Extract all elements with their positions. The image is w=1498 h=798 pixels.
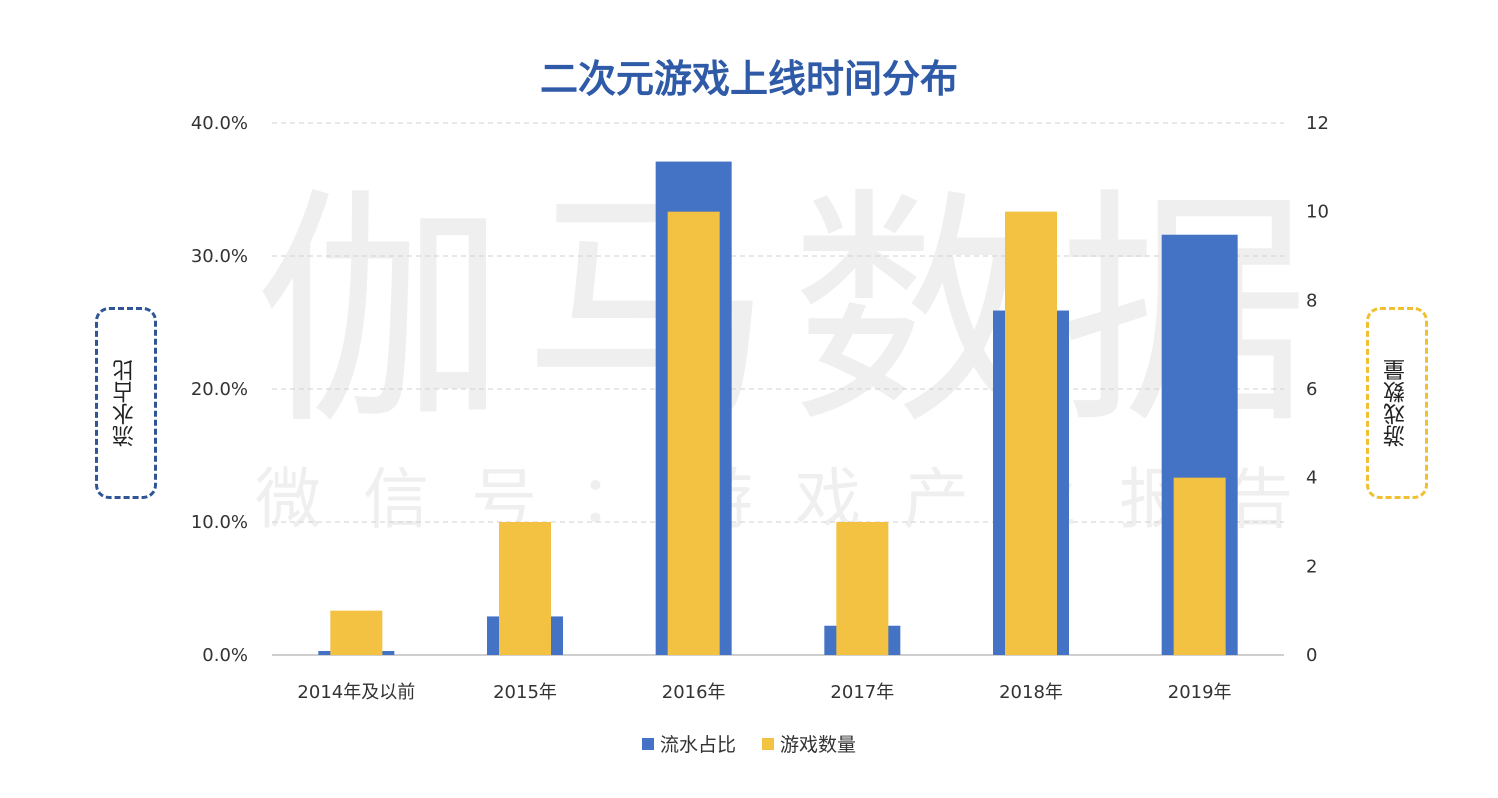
bar-game-count — [836, 522, 889, 655]
left-axis-label: 流水占比 — [113, 359, 138, 447]
left-axis-label-box: 流水占比 — [95, 307, 157, 499]
bar-game-count — [499, 522, 551, 655]
legend-item-game-count: 游戏数量 — [762, 730, 856, 757]
x-tick-label: 2015年 — [493, 682, 557, 703]
bar-game-count — [1173, 477, 1226, 655]
x-tick-label: 2019年 — [1168, 682, 1232, 703]
y2-tick-label: 4 — [1306, 468, 1317, 489]
y-tick-label: 30.0% — [191, 246, 248, 267]
y2-tick-label: 10 — [1306, 202, 1329, 223]
y2-tick-label: 12 — [1306, 113, 1329, 134]
legend: 流水占比 游戏数量 — [0, 730, 1498, 757]
x-tick-label: 2017年 — [830, 682, 894, 703]
legend-swatch-game-count — [762, 737, 774, 750]
y2-tick-label: 0 — [1306, 645, 1317, 666]
bar-game-count — [667, 211, 720, 655]
right-axis-label-box: 游戏数量 — [1366, 307, 1428, 499]
y-tick-label: 40.0% — [191, 113, 248, 134]
legend-label-game-count: 游戏数量 — [780, 734, 857, 756]
bar-game-count — [1005, 211, 1057, 655]
x-tick-label: 2016年 — [662, 682, 726, 703]
chart-title: 二次元游戏上线时间分布 — [539, 57, 958, 101]
y2-tick-label: 8 — [1306, 290, 1317, 311]
x-tick-label: 2014年及以前 — [297, 682, 415, 703]
y-tick-label: 20.0% — [191, 379, 248, 400]
legend-item-revenue-share: 流水占比 — [641, 730, 736, 757]
y2-tick-label: 2 — [1306, 556, 1317, 577]
legend-swatch-revenue-share — [641, 737, 654, 750]
x-tick-label: 2018年 — [999, 682, 1063, 703]
y-tick-label: 10.0% — [191, 512, 248, 533]
bar-game-count — [330, 610, 383, 655]
legend-label-revenue-share: 流水占比 — [659, 734, 736, 756]
y2-tick-label: 6 — [1306, 379, 1317, 400]
y-tick-label: 0.0% — [202, 645, 248, 666]
right-axis-label: 游戏数量 — [1384, 359, 1409, 447]
